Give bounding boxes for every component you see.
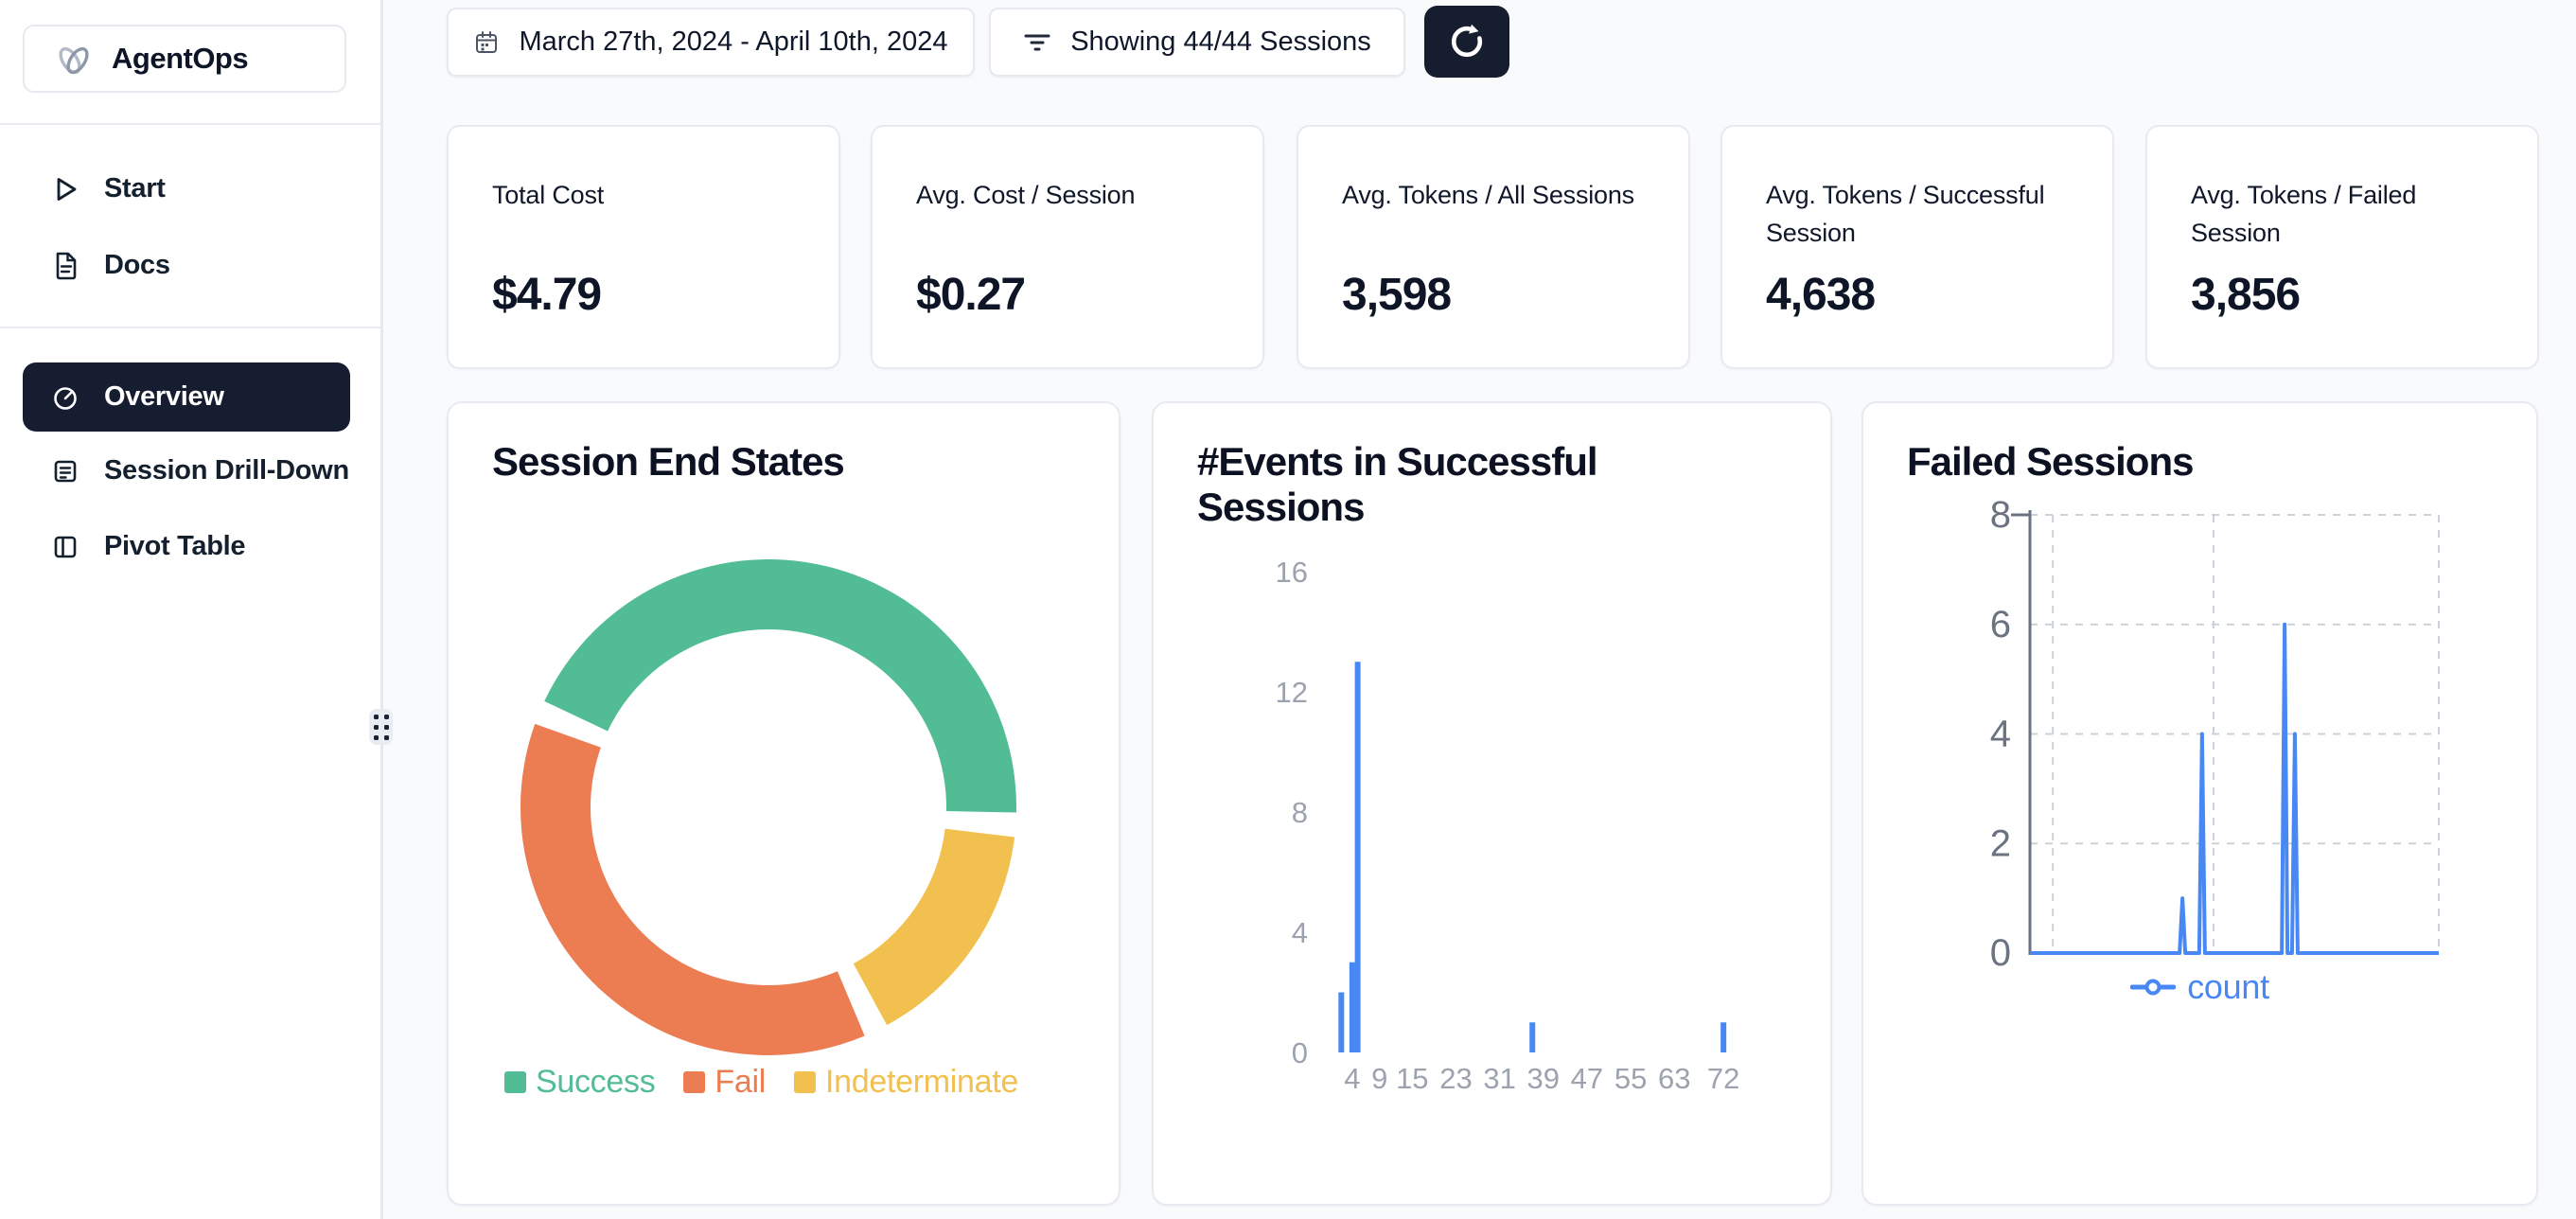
y-tick-label: 12 xyxy=(1276,676,1308,709)
chart-title: Failed Sessions xyxy=(1907,439,2194,484)
events-histogram-card: #Events in Successful Sessions 0 4 8 12 16 4 9… xyxy=(1152,401,1832,1206)
docs-icon xyxy=(49,250,81,282)
sidebar-item-label: Docs xyxy=(104,250,170,280)
paperclip-icon xyxy=(53,38,95,80)
histogram-bar xyxy=(1349,962,1355,1052)
legend-swatch-icon xyxy=(794,1071,816,1093)
chart-title: #Events in Successful Sessions xyxy=(1197,439,1598,529)
stat-value: 3,598 xyxy=(1342,270,1452,320)
y-tick-label: 4 xyxy=(1990,714,2011,755)
stat-label: Total Cost xyxy=(492,181,605,209)
legend-label: Fail xyxy=(715,1064,766,1100)
stat-card: Avg. Tokens / Failed Session 3,856 xyxy=(2145,125,2539,369)
x-tick-label: 4 xyxy=(1344,1062,1360,1095)
brand-logo-box[interactable]: AgentOps xyxy=(23,25,346,93)
legend-label: Success xyxy=(536,1064,656,1100)
sidebar-item-pivot-table[interactable]: Pivot Table xyxy=(23,512,350,581)
gauge-icon xyxy=(49,381,81,414)
x-tick-label: 47 xyxy=(1571,1062,1603,1095)
sidebar-resize-handle[interactable] xyxy=(369,709,393,745)
legend-swatch-icon xyxy=(504,1071,526,1093)
stat-label: Avg. Cost / Session xyxy=(916,181,1136,209)
sidebar-item-docs[interactable]: Docs xyxy=(23,231,350,300)
stat-value: $0.27 xyxy=(916,270,1026,320)
session-end-states-donut-chart xyxy=(520,559,1016,1055)
x-tick-label: 55 xyxy=(1614,1062,1647,1095)
line-legend: count xyxy=(1863,967,2536,1007)
stat-card: Total Cost $4.79 xyxy=(447,125,840,369)
list-box-icon xyxy=(49,455,81,487)
x-tick-label: 39 xyxy=(1527,1062,1560,1095)
sidebar: AgentOps Start Docs Overview Session Drill-… xyxy=(0,0,383,1219)
sidebar-item-overview[interactable]: Overview xyxy=(23,362,350,432)
stat-card: Avg. Cost / Session $0.27 xyxy=(871,125,1264,369)
x-tick-label: 63 xyxy=(1658,1062,1690,1095)
y-tick-label: 0 xyxy=(1990,932,2011,974)
date-range-button[interactable]: March 27th, 2024 - April 10th, 2024 xyxy=(447,8,975,77)
legend-label: Indeterminate xyxy=(825,1064,1019,1100)
sidebar-item-label: Session Drill-Down xyxy=(104,455,349,486)
y-tick-label: 6 xyxy=(1990,604,2011,645)
y-tick-label: 2 xyxy=(1990,822,2011,864)
pie-slice-indeterminate xyxy=(853,828,1015,1026)
x-tick-label: 31 xyxy=(1483,1062,1515,1095)
stat-value: 3,856 xyxy=(2191,270,2301,320)
stat-label: Avg. Tokens / All Sessions xyxy=(1342,181,1634,209)
stat-label: Avg. Tokens / Successful Session xyxy=(1766,181,2045,247)
date-range-label: March 27th, 2024 - April 10th, 2024 xyxy=(519,26,948,57)
histogram-bar xyxy=(1338,992,1345,1052)
legend-swatch-icon xyxy=(683,1071,706,1093)
pie-slice-success xyxy=(544,559,1016,813)
sidebar-item-session-drill-down[interactable]: Session Drill-Down xyxy=(23,436,350,505)
stat-card: Avg. Tokens / Successful Session 4,638 xyxy=(1720,125,2114,369)
failed-sessions-card: Failed Sessions 0 2 4 6 8 count xyxy=(1861,401,2538,1206)
y-tick-label: 4 xyxy=(1292,916,1308,949)
y-tick-label: 0 xyxy=(1292,1036,1308,1069)
pie-legend-item: Indeterminate xyxy=(794,1064,1018,1101)
refresh-icon xyxy=(1445,20,1489,63)
columns-icon xyxy=(49,531,81,563)
count-series-marker-icon xyxy=(2130,978,2177,997)
stat-label: Avg. Tokens / Failed Session xyxy=(2191,181,2417,247)
failed-sessions-line-chart: 0 2 4 6 8 xyxy=(1990,494,2440,974)
sidebar-divider xyxy=(0,327,380,328)
sidebar-item-label: Pivot Table xyxy=(104,531,246,561)
stat-value: $4.79 xyxy=(492,270,602,320)
calendar-icon xyxy=(473,29,500,56)
stat-card: Avg. Tokens / All Sessions 3,598 xyxy=(1297,125,1690,369)
sessions-filter-label: Showing 44/44 Sessions xyxy=(1070,26,1371,57)
pie-legend: Success Fail Indeterminate xyxy=(504,1064,1018,1101)
stat-value: 4,638 xyxy=(1766,270,1876,320)
brand-name: AgentOps xyxy=(112,42,249,75)
sidebar-divider xyxy=(0,123,380,125)
line-legend-label: count xyxy=(2187,967,2269,1006)
pie-slice-fail xyxy=(520,723,865,1055)
sessions-filter-button[interactable]: Showing 44/44 Sessions xyxy=(989,8,1405,77)
chart-title: Session End States xyxy=(492,439,845,484)
pie-legend-item: Success xyxy=(504,1064,656,1101)
session-end-states-card: Session End States Success Fail Indetermin… xyxy=(447,401,1120,1206)
filter-icon xyxy=(1023,28,1051,57)
sidebar-item-start[interactable]: Start xyxy=(23,154,350,223)
pie-legend-item: Fail xyxy=(683,1064,766,1101)
refresh-button[interactable] xyxy=(1424,6,1509,78)
y-tick-label: 8 xyxy=(1990,494,2011,536)
x-tick-label: 72 xyxy=(1707,1062,1739,1095)
x-tick-label: 15 xyxy=(1396,1062,1428,1095)
histogram-bar xyxy=(1354,662,1361,1052)
count-line-series xyxy=(2030,622,2439,955)
play-icon xyxy=(49,173,81,205)
histogram-bar xyxy=(1720,1022,1727,1052)
y-tick-label: 8 xyxy=(1292,796,1308,829)
sidebar-item-label: Start xyxy=(104,173,166,203)
histogram-bar xyxy=(1529,1022,1536,1052)
x-tick-label: 9 xyxy=(1371,1062,1387,1095)
x-tick-label: 23 xyxy=(1439,1062,1472,1095)
y-tick-label: 16 xyxy=(1276,556,1308,589)
sidebar-item-label: Overview xyxy=(104,381,224,412)
